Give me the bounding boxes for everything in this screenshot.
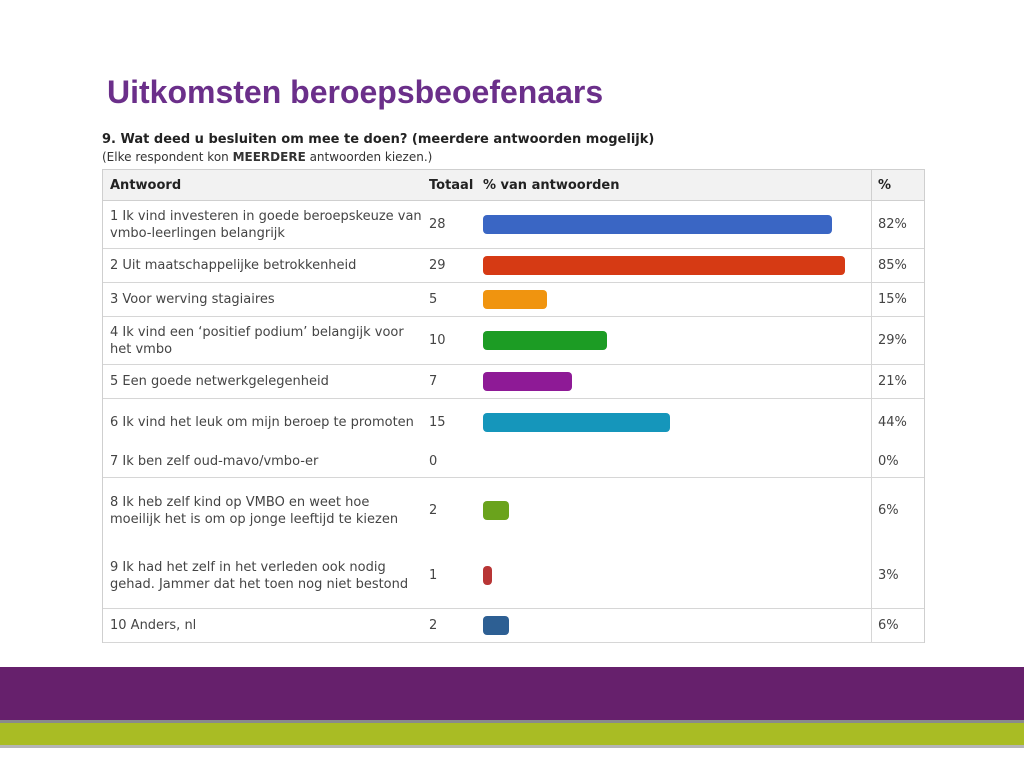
footer-line-gray: [0, 720, 1024, 723]
answer-total: 0: [429, 454, 438, 469]
answer-percentage: 0%: [871, 446, 924, 477]
answer-total: 10: [429, 333, 446, 348]
answer-total: 28: [429, 217, 446, 232]
answer-percentage: 6%: [871, 478, 924, 543]
slide-title: Uitkomsten beroepsbeoefenaars: [107, 74, 604, 110]
bar-cell: [483, 283, 871, 316]
instruction-suffix: antwoorden kiezen.): [305, 150, 433, 164]
answer-percentage: 29%: [871, 317, 924, 364]
table-row: 4 Ik vind een ‘positief podium’ belangij…: [103, 317, 924, 365]
answer-label: 2 Uit maatschappelijke betrokkenheid: [110, 258, 357, 273]
results-table: Antwoord Totaal % van antwoorden % 1 Ik …: [102, 169, 925, 643]
survey-question: 9. Wat deed u besluiten om mee te doen? …: [102, 132, 655, 147]
answer-label: 10 Anders, nl: [110, 618, 197, 633]
bar-cell: [483, 249, 871, 282]
answer-label: 8 Ik heb zelf kind op VMBO en weet hoe m…: [110, 494, 399, 527]
bar-cell: [483, 201, 871, 248]
table-body: 1 Ik vind investeren in goede beroepskeu…: [103, 201, 924, 643]
table-row: 3 Voor werving stagiaires 5 15%: [103, 283, 924, 317]
answer-total: 7: [429, 374, 438, 389]
answer-percentage: 21%: [871, 365, 924, 398]
answer-percentage: 15%: [871, 283, 924, 316]
header-total: Totaal: [429, 177, 474, 193]
answer-total: 15: [429, 415, 446, 430]
table-row: 1 Ik vind investeren in goede beroepskeu…: [103, 201, 924, 249]
footer-band-green: [0, 723, 1024, 745]
bar-mark: [483, 290, 547, 309]
table-row: 10 Anders, nl 2 6%: [103, 609, 924, 643]
table-row: 7 Ik ben zelf oud-mavo/vmbo-er 0 0%: [103, 446, 924, 478]
answer-label: 1 Ik vind investeren in goede beroepskeu…: [110, 208, 422, 241]
bar-cell: [483, 399, 871, 446]
answer-percentage: 85%: [871, 249, 924, 282]
answer-label: 7 Ik ben zelf oud-mavo/vmbo-er: [110, 454, 319, 469]
bar-cell: [483, 317, 871, 364]
answer-total: 2: [429, 503, 438, 518]
bar-cell: [483, 478, 871, 543]
header-bar-label: % van antwoorden: [483, 177, 620, 193]
table-row: 5 Een goede netwerkgelegenheid 7 21%: [103, 365, 924, 399]
footer-line-gray-bottom: [0, 745, 1024, 748]
bar-mark: [483, 616, 509, 635]
table-row: 8 Ik heb zelf kind op VMBO en weet hoe m…: [103, 478, 924, 543]
answer-label: 3 Voor werving stagiaires: [110, 292, 275, 307]
answer-label: 9 Ik had het zelf in het verleden ook no…: [110, 559, 409, 592]
answer-label: 6 Ik vind het leuk om mijn beroep te pro…: [110, 415, 414, 430]
answer-total: 2: [429, 618, 438, 633]
answer-percentage: 44%: [871, 399, 924, 446]
answer-percentage: 6%: [871, 609, 924, 642]
bar-mark: [483, 215, 833, 234]
bar-cell: [483, 543, 871, 608]
table-row: 6 Ik vind het leuk om mijn beroep te pro…: [103, 399, 924, 446]
table-header: Antwoord Totaal % van antwoorden %: [103, 170, 924, 201]
survey-instruction: (Elke respondent kon MEERDERE antwoorden…: [102, 150, 432, 164]
answer-total: 5: [429, 292, 438, 307]
bar-mark: [483, 331, 607, 350]
bar-mark: [483, 256, 845, 275]
bar-mark: [483, 566, 492, 585]
table-row: 9 Ik had het zelf in het verleden ook no…: [103, 543, 924, 609]
header-answer: Antwoord: [110, 177, 182, 193]
answer-percentage: 82%: [871, 201, 924, 248]
header-bar: % van antwoorden: [483, 170, 871, 200]
bar-cell: [483, 609, 871, 642]
bar-mark: [483, 372, 573, 391]
answer-total: 1: [429, 568, 438, 583]
bar-mark: [483, 413, 671, 432]
answer-label: 5 Een goede netwerkgelegenheid: [110, 374, 329, 389]
answer-label: 4 Ik vind een ‘positief podium’ belangij…: [110, 324, 404, 357]
table-row: 2 Uit maatschappelijke betrokkenheid 29 85…: [103, 249, 924, 283]
answer-percentage: 3%: [871, 543, 924, 608]
answer-total: 29: [429, 258, 446, 273]
instruction-bold: MEERDERE: [232, 150, 306, 164]
header-pct: %: [871, 170, 924, 200]
instruction-prefix: (Elke respondent kon: [102, 150, 233, 164]
bar-cell: [483, 446, 871, 477]
bar-cell: [483, 365, 871, 398]
bar-mark: [483, 501, 509, 520]
footer-band-purple: [0, 667, 1024, 720]
